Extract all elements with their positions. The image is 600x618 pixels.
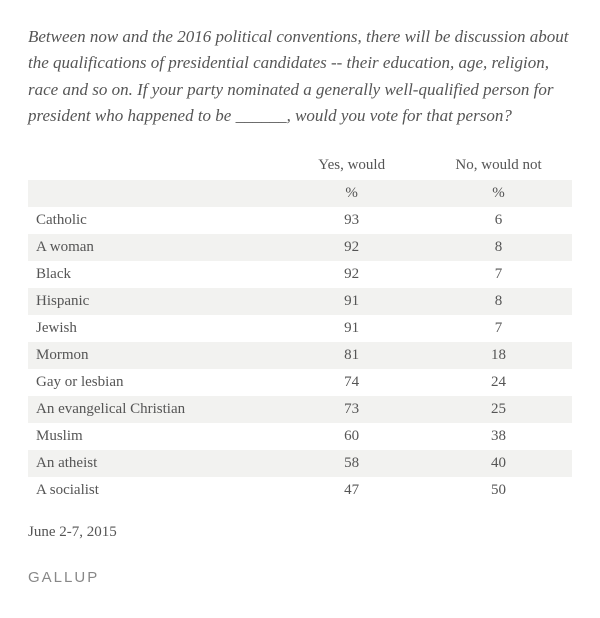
survey-date: June 2-7, 2015: [28, 524, 572, 541]
source-label: GALLUP: [28, 569, 572, 586]
row-no: 6: [425, 207, 572, 234]
unit-blank: [28, 180, 278, 207]
table-row: Jewish 91 7: [28, 315, 572, 342]
row-yes: 60: [278, 423, 425, 450]
row-label: A socialist: [28, 477, 278, 504]
row-label: Gay or lesbian: [28, 369, 278, 396]
row-no: 50: [425, 477, 572, 504]
row-label: Jewish: [28, 315, 278, 342]
table-row: Gay or lesbian 74 24: [28, 369, 572, 396]
row-yes: 74: [278, 369, 425, 396]
header-yes: Yes, would: [278, 151, 425, 180]
row-label: Catholic: [28, 207, 278, 234]
row-no: 18: [425, 342, 572, 369]
table-row: A socialist 47 50: [28, 477, 572, 504]
row-label: An evangelical Christian: [28, 396, 278, 423]
row-label: An atheist: [28, 450, 278, 477]
header-blank: [28, 151, 278, 180]
row-yes: 92: [278, 261, 425, 288]
survey-question: Between now and the 2016 political conve…: [28, 24, 572, 129]
row-no: 8: [425, 234, 572, 261]
row-label: A woman: [28, 234, 278, 261]
unit-row: % %: [28, 180, 572, 207]
row-label: Hispanic: [28, 288, 278, 315]
row-no: 24: [425, 369, 572, 396]
header-row: Yes, would No, would not: [28, 151, 572, 180]
unit-yes: %: [278, 180, 425, 207]
row-label: Black: [28, 261, 278, 288]
row-yes: 93: [278, 207, 425, 234]
row-yes: 73: [278, 396, 425, 423]
row-no: 38: [425, 423, 572, 450]
row-yes: 58: [278, 450, 425, 477]
row-no: 7: [425, 261, 572, 288]
row-no: 7: [425, 315, 572, 342]
row-yes: 91: [278, 315, 425, 342]
table-row: An evangelical Christian 73 25: [28, 396, 572, 423]
row-yes: 81: [278, 342, 425, 369]
row-label: Mormon: [28, 342, 278, 369]
table-row: A woman 92 8: [28, 234, 572, 261]
row-no: 40: [425, 450, 572, 477]
table-row: Black 92 7: [28, 261, 572, 288]
results-table: Yes, would No, would not % % Catholic 93…: [28, 151, 572, 504]
table-row: Muslim 60 38: [28, 423, 572, 450]
row-yes: 91: [278, 288, 425, 315]
row-yes: 92: [278, 234, 425, 261]
unit-no: %: [425, 180, 572, 207]
row-no: 25: [425, 396, 572, 423]
row-no: 8: [425, 288, 572, 315]
table-row: Catholic 93 6: [28, 207, 572, 234]
table-body: % % Catholic 93 6 A woman 92 8 Black 92 …: [28, 180, 572, 504]
row-yes: 47: [278, 477, 425, 504]
table-row: Hispanic 91 8: [28, 288, 572, 315]
table-row: Mormon 81 18: [28, 342, 572, 369]
table-row: An atheist 58 40: [28, 450, 572, 477]
header-no: No, would not: [425, 151, 572, 180]
row-label: Muslim: [28, 423, 278, 450]
